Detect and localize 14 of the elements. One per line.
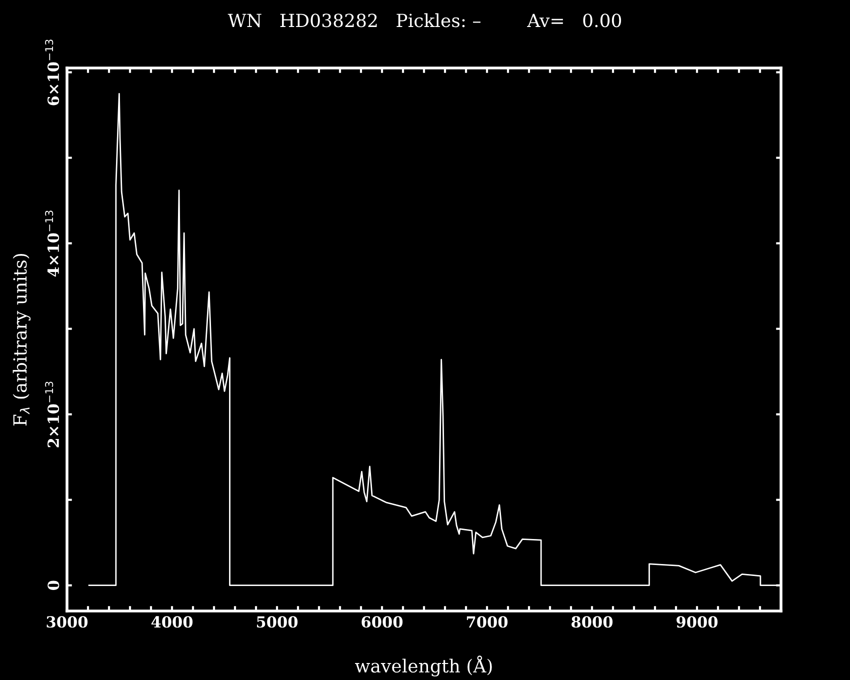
x-axis-title: wavelength (Å) bbox=[355, 656, 492, 676]
y-tick-label: 6×10$^{−13}$ bbox=[45, 40, 60, 106]
x-tick-label: 9000 bbox=[676, 616, 718, 628]
x-tick-label: 6000 bbox=[362, 616, 403, 628]
y-tick-label: 0 bbox=[48, 580, 60, 590]
x-tick-label: 4000 bbox=[151, 616, 193, 628]
y-axis-title: F$_{λ}$ (arbitrary units) bbox=[12, 254, 31, 426]
x-tick-label: 3000 bbox=[46, 616, 88, 628]
x-tick-label: 5000 bbox=[256, 616, 298, 628]
y-tick-label: 2×10$^{−13}$ bbox=[45, 382, 60, 448]
x-tick-label: 7000 bbox=[466, 616, 508, 628]
x-tick-label: 8000 bbox=[572, 616, 613, 628]
y-tick-label: 4×10$^{−13}$ bbox=[45, 210, 60, 277]
chart-title: WN HD038282 Pickles: – Av= 0.00 bbox=[228, 13, 622, 28]
